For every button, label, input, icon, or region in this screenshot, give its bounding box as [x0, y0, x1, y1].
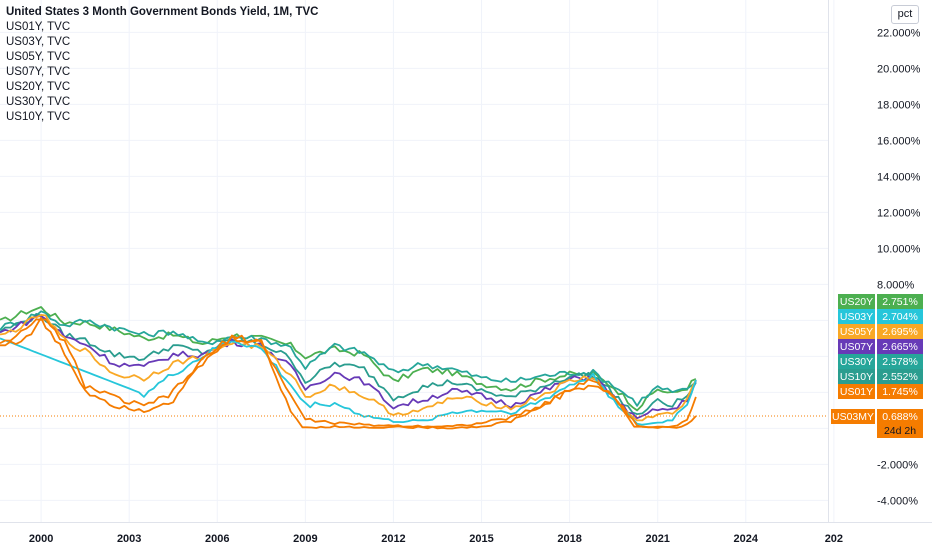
x-tick-label: 2021 [645, 533, 669, 545]
series-line-us10y[interactable] [0, 312, 697, 416]
y-tick-label: 20.000% [877, 63, 921, 75]
x-tick-label: 2024 [734, 533, 759, 545]
price-tag-value: 2.665% [882, 341, 918, 353]
price-tag-name: US30Y [840, 356, 873, 368]
price-tag-value: 1.745% [882, 386, 918, 398]
price-tags: US20Y 2.751% US03Y 2.704% US05Y 2.695% US07Y 2.… [831, 294, 923, 438]
scale-toggle-button[interactable]: pct [891, 5, 919, 24]
legend-item-us10y[interactable]: US10Y, TVC [6, 111, 71, 123]
y-tick-label: 8.000% [877, 279, 915, 291]
price-tag-name: US10Y [840, 371, 873, 383]
price-tag-us07y: US07Y 2.665% [838, 339, 923, 354]
series-layer [0, 306, 697, 430]
price-tag-value: 2.578% [882, 356, 918, 368]
price-tag-value: 2.704% [882, 311, 918, 323]
price-tag-us03my: US03MY 0.688% 24d 2h [831, 409, 923, 438]
x-axis: 2000 2003 2006 2009 2012 2015 2018 2021 2024 202 [29, 533, 843, 545]
legend-item-us03y[interactable]: US03Y, TVC [6, 36, 71, 48]
legend-item-us01y[interactable]: US01Y, TVC [6, 21, 71, 33]
price-tag-us01y: US01Y 1.745% [838, 384, 923, 399]
legend-item-us07y[interactable]: US07Y, TVC [6, 66, 71, 78]
price-tag-us20y: US20Y 2.751% [838, 294, 923, 309]
price-tag-name: US20Y [840, 296, 873, 308]
x-tick-label: 2012 [381, 533, 405, 545]
legend-item-us05y[interactable]: US05Y, TVC [6, 51, 71, 63]
x-tick-label: 2000 [29, 533, 53, 545]
series-line-us03y[interactable] [0, 337, 697, 426]
price-tag-value: 0.688% [882, 411, 918, 423]
chart-title[interactable]: United States 3 Month Government Bonds Y… [6, 6, 319, 18]
y-tick-label: 18.000% [877, 99, 921, 111]
price-tag-us03y: US03Y 2.704% [838, 309, 923, 324]
price-tag-us30y: US30Y 2.578% [838, 354, 923, 369]
price-tag-name: US03MY [832, 411, 874, 423]
x-tick-label: 2003 [117, 533, 141, 545]
legend-item-us30y[interactable]: US30Y, TVC [6, 96, 71, 108]
series-line-us20y[interactable] [0, 306, 697, 412]
x-tick-label: 202 [825, 533, 843, 545]
series-line-us01y[interactable] [0, 318, 697, 429]
bar-countdown: 24d 2h [884, 425, 916, 437]
y-tick-label: 12.000% [877, 207, 921, 219]
price-tag-name: US03Y [840, 311, 873, 323]
x-tick-label: 2015 [469, 533, 493, 545]
price-tag-value: 2.695% [882, 326, 918, 338]
grid-lines [0, 0, 932, 523]
price-tag-us10y: US10Y 2.552% [838, 369, 923, 384]
price-tag-name: US05Y [840, 326, 873, 338]
x-tick-label: 2009 [293, 533, 317, 545]
legend: United States 3 Month Government Bonds Y… [6, 5, 318, 125]
x-tick-label: 2018 [557, 533, 581, 545]
series-line-us03my[interactable] [0, 316, 697, 430]
legend-item-us20y[interactable]: US20Y, TVC [6, 81, 71, 93]
y-tick-label: -4.000% [877, 495, 918, 507]
price-tag-us05y: US05Y 2.695% [838, 324, 923, 339]
price-tag-name: US07Y [840, 341, 873, 353]
price-tag-value: 2.552% [882, 371, 918, 383]
price-tag-name: US01Y [840, 386, 873, 398]
y-tick-label: 10.000% [877, 243, 921, 255]
series-line-us05y[interactable] [0, 313, 697, 422]
y-tick-label: 14.000% [877, 171, 921, 183]
price-tag-value: 2.751% [882, 296, 918, 308]
y-tick-label: 22.000% [877, 27, 921, 39]
y-tick-label: -2.000% [877, 459, 918, 471]
x-tick-label: 2006 [205, 533, 229, 545]
y-tick-label: 16.000% [877, 135, 921, 147]
y-axis: 22.000% 20.000% 18.000% 16.000% 14.000% 12.00… [877, 27, 921, 507]
